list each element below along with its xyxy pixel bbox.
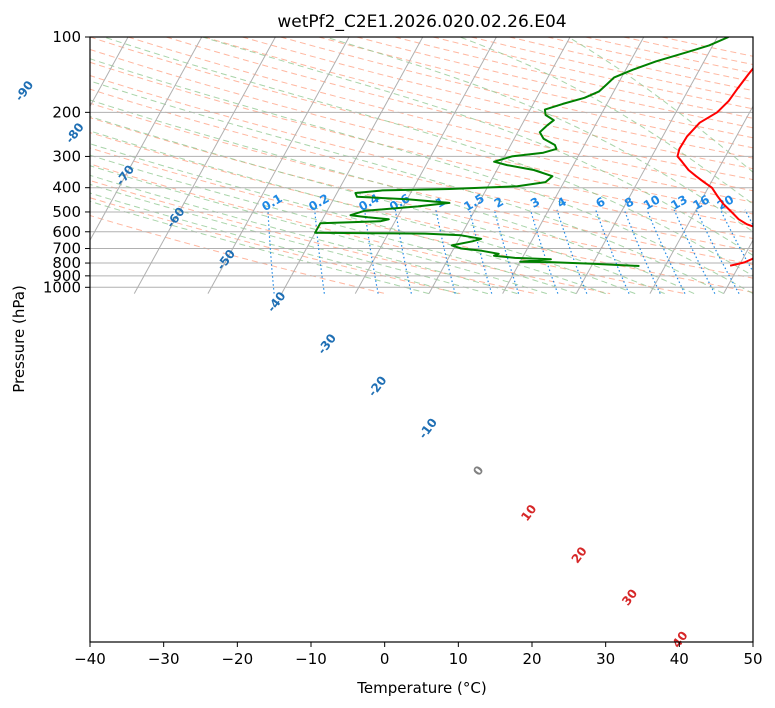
x-tick-label: 30	[596, 650, 615, 668]
x-tick-label: 50	[743, 650, 762, 668]
x-tick-label: 40	[670, 650, 689, 668]
y-tick-label: 400	[52, 179, 81, 197]
mixing-ratio-line	[695, 209, 740, 294]
x-tick-label: −10	[295, 650, 327, 668]
dry-adiabat	[127, 37, 753, 192]
plot-frame	[89, 36, 754, 643]
y-tick-label: 1000	[43, 278, 81, 296]
x-tick-label: −20	[221, 650, 253, 668]
y-tick-label: 900	[52, 267, 81, 285]
moist-adiabat	[90, 116, 665, 295]
isotherm-line	[90, 37, 129, 108]
mixing-ratio-line	[267, 209, 275, 294]
dry-adiabat	[90, 48, 753, 215]
x-tick-label: 0	[380, 650, 390, 668]
mixing-ratio-line	[556, 209, 588, 294]
x-tick-label: 10	[449, 650, 468, 668]
moist-adiabat	[202, 37, 753, 256]
y-tick-label: 600	[52, 223, 81, 241]
profile-lines	[314, 37, 753, 267]
plot-area	[90, 37, 753, 642]
mixing-ratio-line	[623, 209, 661, 294]
dry-adiabat	[280, 37, 753, 149]
chart-title: wetPf2_C2E1.2026.020.02.26.E04	[277, 12, 566, 32]
y-tick-label: 300	[52, 147, 81, 165]
y-tick-label: 200	[52, 103, 81, 121]
isotherm-line	[649, 105, 753, 294]
isotherm-line	[90, 37, 203, 242]
y-tick-label: 500	[52, 203, 81, 221]
isotherm-line	[428, 37, 571, 294]
x-axis-label: Temperature (°C)	[356, 679, 486, 697]
temperature-profile-line	[676, 66, 753, 267]
y-tick-label: 800	[52, 254, 81, 272]
dry-adiabat	[166, 37, 753, 181]
dry-adiabat	[90, 75, 753, 240]
y-tick-label: 700	[52, 240, 81, 258]
mixing-ratio-line	[595, 209, 630, 294]
isotherm-line	[723, 239, 753, 294]
moist-adiabat	[325, 37, 753, 233]
moist-adiabat	[103, 37, 753, 277]
isotherm-line	[575, 37, 718, 294]
isotherm-line	[133, 37, 276, 294]
background-lines	[90, 37, 753, 295]
x-tick-label: −40	[74, 650, 106, 668]
isotherm-line	[207, 37, 350, 294]
isotherm-line	[502, 37, 645, 294]
y-tick-label: 100	[52, 28, 81, 46]
x-tick-label: −30	[148, 650, 180, 668]
x-axis-ticks: −40 −30 −20 −10 0 10 20 30 40 50	[74, 642, 763, 668]
dewpoint-profile-line	[314, 37, 729, 267]
dry-adiabat	[90, 37, 753, 203]
isotherm-line	[281, 37, 424, 294]
y-axis-label: Pressure (hPa)	[10, 285, 28, 393]
dry-adiabat	[90, 102, 753, 266]
moist-adiabat	[90, 192, 459, 295]
dry-adiabat	[90, 147, 686, 295]
moist-adiabat	[90, 183, 489, 295]
isotherm-line	[354, 37, 497, 294]
moist-adiabat	[567, 37, 753, 173]
x-tick-label: 20	[522, 650, 541, 668]
mixing-ratio-line	[673, 209, 716, 294]
moist-adiabat	[90, 58, 753, 295]
